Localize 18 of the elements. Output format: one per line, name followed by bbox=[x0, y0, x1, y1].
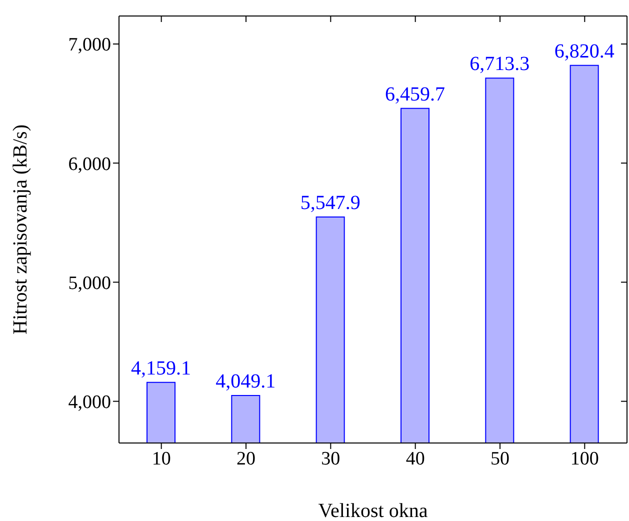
x-tick-label: 50 bbox=[490, 448, 510, 470]
y-tick-label: 5,000 bbox=[68, 272, 111, 294]
x-tick-label: 30 bbox=[321, 448, 340, 470]
data-label: 6,713.3 bbox=[470, 53, 530, 76]
y-tick-label: 6,000 bbox=[68, 154, 111, 175]
x-tick-label: 100 bbox=[570, 448, 599, 470]
x-axis-title: Velikost okna bbox=[318, 500, 428, 521]
x-tick-label: 40 bbox=[406, 448, 425, 470]
x-tick-label: 20 bbox=[236, 448, 256, 470]
data-label: 5,547.9 bbox=[300, 192, 360, 214]
y-axis-title: Hitrost zapisovanja (kB/s) bbox=[10, 124, 32, 334]
x-tick-label: 10 bbox=[152, 448, 171, 470]
data-label: 6,820.4 bbox=[554, 40, 614, 62]
data-label: 4,049.1 bbox=[216, 370, 276, 392]
y-tick-label: 4,000 bbox=[68, 392, 111, 414]
y-tick-label: 7,000 bbox=[68, 34, 111, 56]
data-label: 6,459.7 bbox=[385, 83, 445, 106]
data-label: 4,159.1 bbox=[131, 357, 191, 380]
